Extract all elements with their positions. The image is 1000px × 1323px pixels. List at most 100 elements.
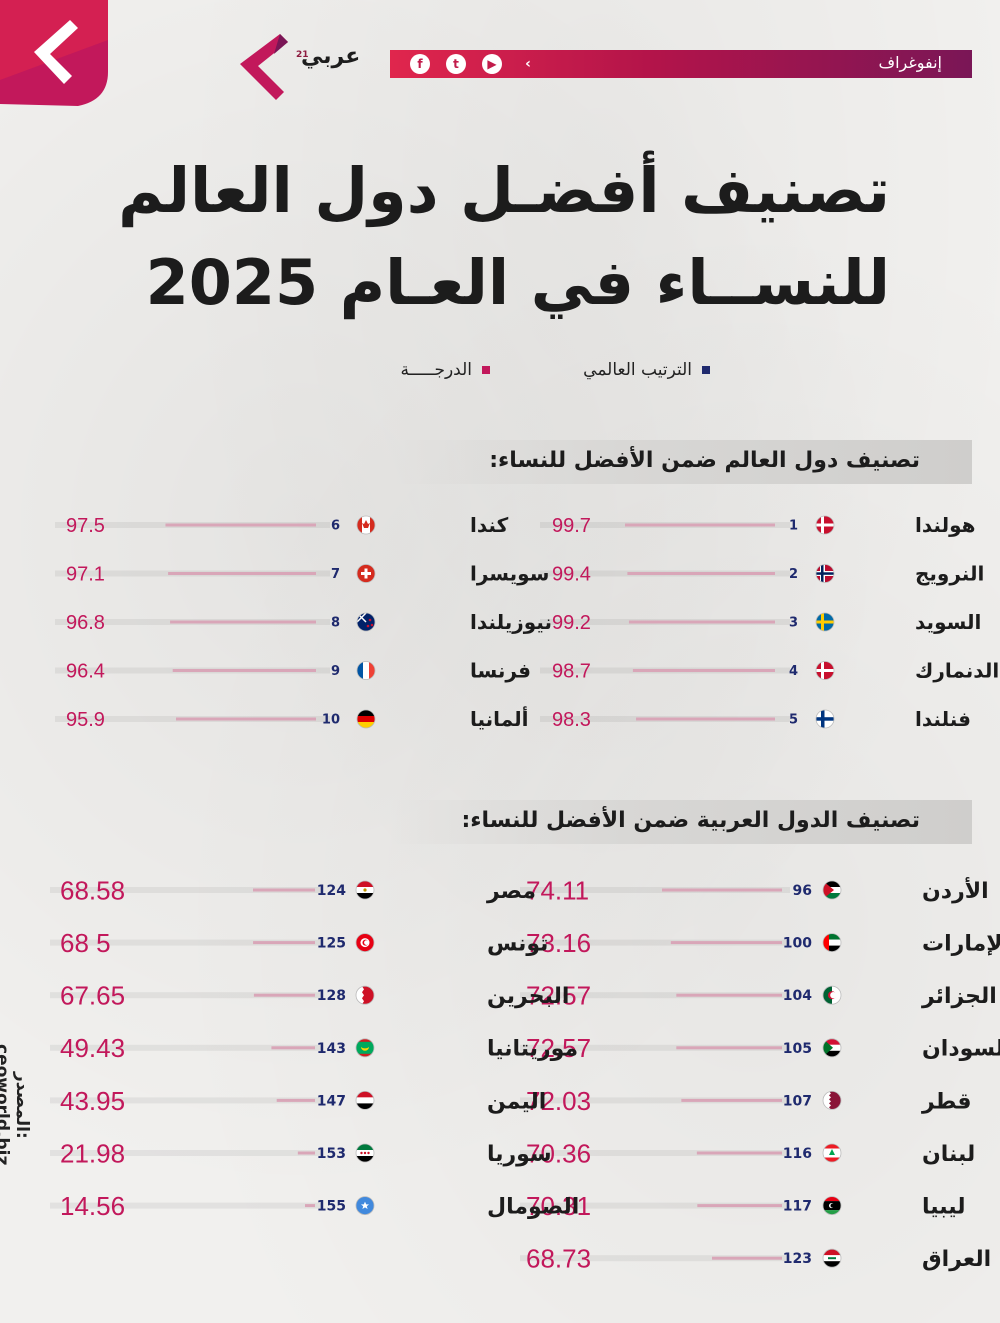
country-name: الدنمارك: [915, 659, 999, 683]
country-name: ألمانيا: [470, 705, 528, 731]
score-label: 68 5: [60, 928, 111, 958]
rank-label: 116: [783, 1146, 812, 1162]
rank-label: 8: [331, 616, 340, 631]
corner-logo: [0, 0, 108, 106]
flag-tn-icon: [355, 933, 375, 952]
country-name: نيوزيلندا: [470, 610, 552, 634]
score-bar: [662, 888, 782, 892]
score-label: 97.1: [66, 564, 105, 586]
rank-label: 124: [317, 883, 346, 899]
source-label: المصدر: ceoworld.biz: [0, 1044, 32, 1166]
flag-de-icon: [356, 709, 376, 729]
bar-track: [50, 939, 322, 946]
rank-label: 3: [789, 616, 798, 631]
rank-label: 105: [783, 1041, 812, 1057]
country-name: قطر: [921, 1089, 972, 1114]
score-bar: [170, 620, 316, 624]
country-name: موريتانيا: [487, 1037, 578, 1062]
rank-label: 4: [789, 664, 798, 679]
rank-label: 153: [317, 1146, 346, 1162]
score-label: 96.8: [66, 612, 105, 634]
infographic-label: إنفوغراف: [878, 53, 942, 72]
bar-track: [50, 1097, 322, 1104]
rank-label: 9: [331, 664, 340, 679]
flag-fi-icon: [815, 709, 835, 729]
section2-title: تصنيف الدول العربية ضمن الأفضل للنساء:: [461, 808, 920, 833]
country-name: لبنان: [922, 1142, 975, 1167]
rank-label: 5: [789, 713, 798, 728]
rank-label: 1: [789, 519, 798, 534]
score-label: 43.95: [60, 1086, 125, 1116]
bar-track: [50, 887, 322, 893]
score-bar: [696, 1151, 782, 1155]
flag-ch-icon: [356, 564, 376, 583]
flag-sd-icon: [822, 1038, 842, 1058]
bar-track: [520, 1202, 790, 1209]
rank-label: 7: [331, 567, 340, 582]
score-label: 98.3: [552, 709, 591, 731]
page-title-line2: للنســاء في العـام 2025: [145, 246, 890, 319]
score-label: 67.65: [60, 981, 125, 1011]
score-bar: [676, 993, 782, 997]
score-label: 70.31: [526, 1191, 591, 1221]
legend-score: الدرجـــــة: [400, 360, 490, 380]
score-label: 99.7: [552, 515, 591, 537]
score-bar: [253, 888, 315, 892]
country-name: السودان: [922, 1037, 1000, 1062]
youtube-icon[interactable]: ▶: [482, 54, 502, 74]
bar-track: [50, 992, 322, 999]
score-label: 96.4: [66, 661, 105, 683]
score-bar: [165, 523, 316, 527]
score-label: 72.57: [526, 981, 591, 1011]
score-bar: [305, 1204, 315, 1208]
country-name: سوريا: [487, 1142, 552, 1167]
header-bar: f t ▶ ‹ إنفوغراف: [390, 50, 972, 78]
score-bar: [271, 1046, 315, 1050]
flag-jo-icon: [822, 880, 842, 900]
legend-rank-swatch: [702, 366, 710, 374]
score-bar: [676, 1046, 782, 1050]
bar-track: [50, 1044, 322, 1051]
rank-label: 107: [783, 1093, 812, 1109]
flag-fr-icon: [356, 661, 376, 680]
score-label: 70.36: [526, 1138, 591, 1168]
rank-label: 100: [783, 936, 812, 952]
flag-dk-icon: [815, 661, 835, 680]
twitter-icon[interactable]: t: [446, 54, 466, 74]
rank-label: 143: [317, 1041, 346, 1057]
score-label: 73.16: [526, 928, 591, 958]
flag-ca-icon: [356, 515, 376, 535]
flag-bh-icon: [355, 985, 375, 1005]
country-name: هولندا: [915, 513, 976, 537]
country-name: السويد: [915, 610, 981, 634]
score-label: 68.73: [526, 1244, 591, 1274]
country-name: الأردن: [922, 876, 989, 904]
rank-label: 2: [789, 567, 798, 582]
country-name: تونس: [487, 932, 548, 957]
country-name: الإمارات: [922, 932, 1000, 957]
flag-iq-icon: [822, 1248, 842, 1268]
facebook-icon[interactable]: f: [410, 54, 430, 74]
country-name: مصر: [486, 879, 536, 904]
rank-label: 117: [783, 1199, 812, 1215]
country-name: سويسرا: [470, 562, 549, 586]
flag-ye-icon: [355, 1091, 375, 1110]
score-label: 49.43: [60, 1033, 125, 1063]
country-name: النرويج: [915, 562, 984, 586]
score-label: 68.58: [60, 875, 125, 905]
section1-title: تصنيف دول العالم ضمن الأفضل للنساء:: [489, 448, 920, 473]
bar-track: [520, 1255, 790, 1262]
flag-se-icon: [815, 612, 835, 632]
country-name: ليبيا: [922, 1195, 965, 1220]
legend-rank-label: الترتيب العالمي: [583, 360, 692, 380]
score-label: 97.5: [66, 515, 105, 537]
score-bar: [172, 669, 316, 672]
flag-ly-icon: [822, 1196, 842, 1215]
score-bar: [632, 669, 775, 672]
rank-label: 155: [317, 1199, 346, 1215]
flag-dk-icon: [815, 515, 835, 535]
brand-superscript: 21: [296, 50, 309, 60]
legend-score-label: الدرجـــــة: [400, 360, 472, 380]
country-name: الصومال: [487, 1195, 579, 1220]
country-name: فرنسا: [470, 659, 531, 683]
